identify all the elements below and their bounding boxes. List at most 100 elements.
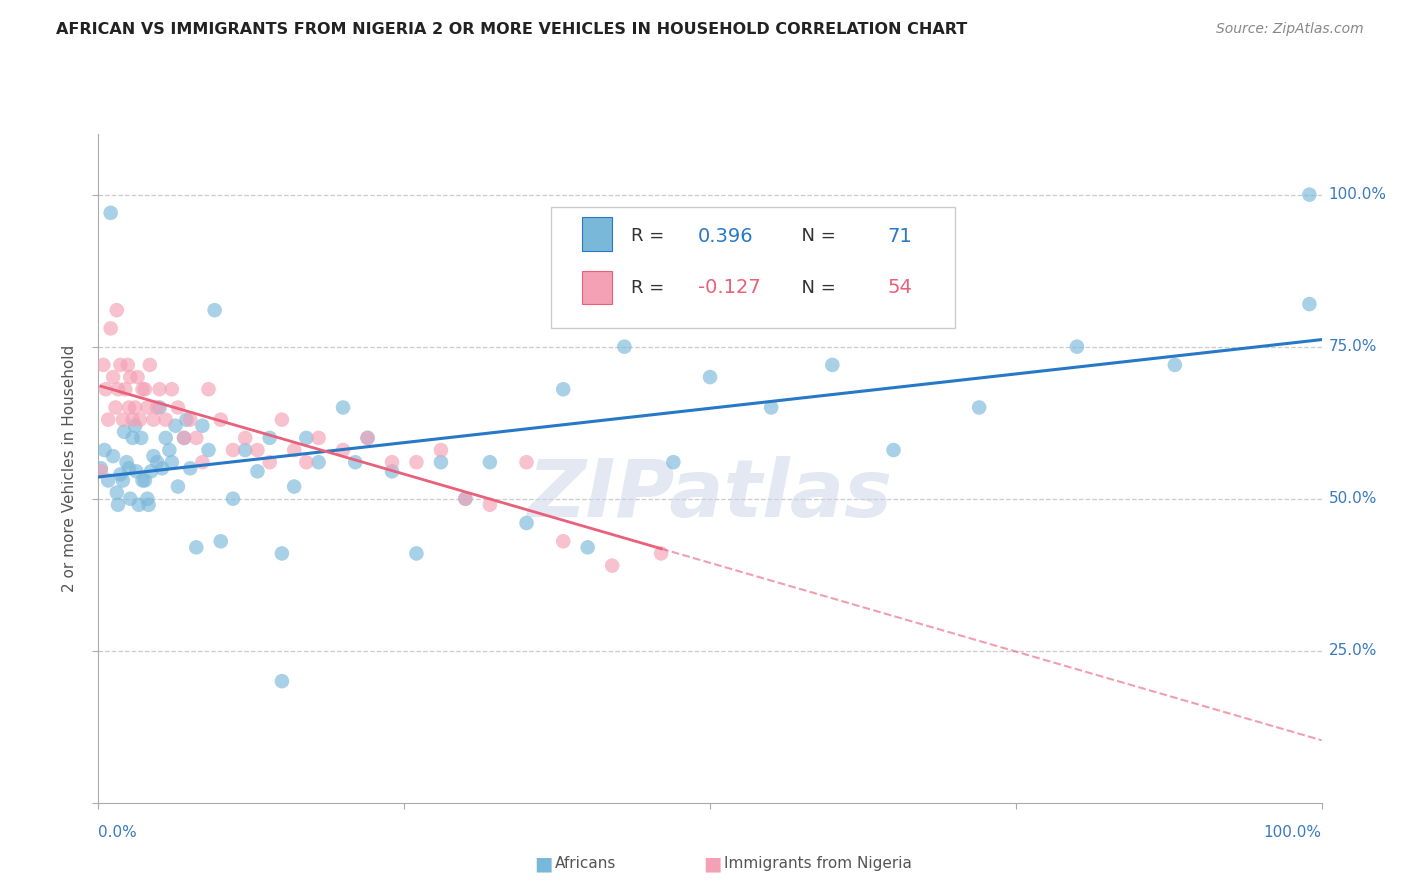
- Point: [173, 431, 195, 445]
- Text: Immigrants from Nigeria: Immigrants from Nigeria: [724, 856, 912, 871]
- Point: [155, 412, 177, 426]
- Point: [134, 382, 156, 396]
- Point: [173, 431, 195, 445]
- Point: [129, 431, 152, 445]
- Point: [110, 467, 132, 482]
- Point: [186, 431, 208, 445]
- Point: [110, 358, 132, 372]
- Point: [1298, 297, 1320, 311]
- Point: [146, 455, 169, 469]
- Point: [308, 431, 330, 445]
- Point: [149, 382, 172, 396]
- Text: 100.0%: 100.0%: [1329, 187, 1386, 202]
- Point: [222, 443, 245, 458]
- Point: [454, 491, 477, 506]
- Point: [90, 464, 112, 478]
- Text: 54: 54: [887, 278, 912, 297]
- Point: [101, 370, 124, 384]
- Point: [121, 412, 143, 426]
- Text: 71: 71: [887, 227, 912, 245]
- Point: [150, 461, 173, 475]
- Point: [91, 358, 114, 372]
- Point: [613, 340, 636, 354]
- Point: [112, 425, 135, 439]
- Point: [114, 382, 136, 396]
- Text: 75.0%: 75.0%: [1329, 339, 1376, 354]
- Point: [186, 541, 208, 555]
- Point: [160, 382, 183, 396]
- Point: [111, 474, 134, 488]
- Point: [93, 443, 115, 458]
- Text: AFRICAN VS IMMIGRANTS FROM NIGERIA 2 OR MORE VEHICLES IN HOUSEHOLD CORRELATION C: AFRICAN VS IMMIGRANTS FROM NIGERIA 2 OR …: [56, 22, 967, 37]
- Point: [197, 382, 219, 396]
- Text: 50.0%: 50.0%: [1329, 491, 1376, 506]
- Point: [191, 418, 214, 433]
- FancyBboxPatch shape: [582, 218, 612, 251]
- Point: [270, 674, 294, 689]
- Text: Africans: Africans: [555, 856, 617, 871]
- Point: [124, 418, 146, 433]
- Point: [176, 412, 198, 426]
- Point: [344, 455, 367, 469]
- Point: [121, 431, 143, 445]
- Point: [128, 498, 150, 512]
- Point: [405, 546, 427, 560]
- Point: [90, 461, 112, 475]
- Point: [197, 443, 219, 458]
- Text: N =: N =: [790, 227, 841, 245]
- Point: [821, 358, 844, 372]
- Point: [138, 498, 160, 512]
- Text: 25.0%: 25.0%: [1329, 643, 1376, 658]
- Point: [478, 455, 501, 469]
- Text: ■: ■: [703, 854, 721, 873]
- Point: [125, 464, 148, 478]
- Text: R =: R =: [630, 278, 669, 297]
- Point: [136, 491, 159, 506]
- Point: [478, 498, 501, 512]
- Point: [209, 534, 232, 549]
- Point: [515, 455, 537, 469]
- Point: [104, 401, 127, 415]
- Point: [97, 474, 120, 488]
- Point: [332, 401, 354, 415]
- Point: [699, 370, 721, 384]
- Point: [105, 485, 128, 500]
- Point: [270, 546, 294, 560]
- Point: [149, 401, 172, 415]
- Point: [308, 455, 330, 469]
- Point: [381, 464, 404, 478]
- Point: [160, 455, 183, 469]
- Text: N =: N =: [790, 278, 841, 297]
- Point: [120, 370, 142, 384]
- Point: [761, 401, 783, 415]
- Point: [650, 546, 672, 560]
- Point: [295, 455, 318, 469]
- Point: [356, 431, 378, 445]
- Point: [127, 370, 149, 384]
- Y-axis label: 2 or more Vehicles in Household: 2 or more Vehicles in Household: [62, 344, 77, 592]
- Point: [131, 474, 153, 488]
- Point: [120, 491, 142, 506]
- Point: [515, 516, 537, 530]
- Point: [167, 401, 190, 415]
- Point: [430, 455, 453, 469]
- Point: [167, 479, 190, 493]
- Point: [381, 455, 404, 469]
- Text: 100.0%: 100.0%: [1264, 825, 1322, 840]
- Point: [139, 358, 162, 372]
- FancyBboxPatch shape: [582, 271, 612, 304]
- Point: [157, 443, 180, 458]
- Point: [405, 455, 427, 469]
- Point: [136, 401, 159, 415]
- Point: [283, 479, 305, 493]
- Point: [100, 321, 122, 335]
- Point: [134, 474, 156, 488]
- Point: [209, 412, 232, 426]
- Text: ■: ■: [534, 854, 553, 873]
- Text: Source: ZipAtlas.com: Source: ZipAtlas.com: [1216, 22, 1364, 37]
- Point: [430, 443, 453, 458]
- Point: [233, 443, 256, 458]
- Point: [142, 412, 165, 426]
- Text: ZIPatlas: ZIPatlas: [527, 456, 893, 534]
- Point: [139, 464, 162, 478]
